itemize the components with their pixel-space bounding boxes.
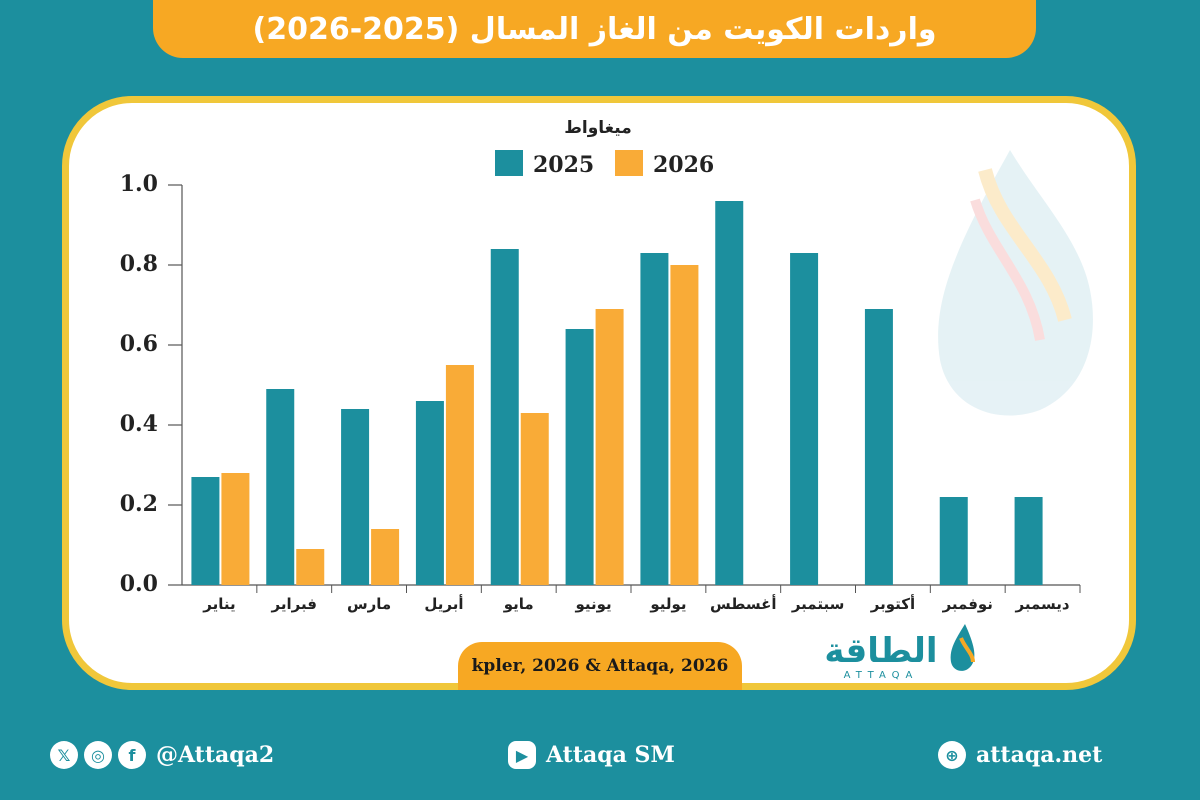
bar-2025-5 bbox=[490, 249, 519, 585]
x-tick-label: أغسطس bbox=[710, 594, 776, 613]
x-tick-label: نوفمبر bbox=[942, 595, 993, 613]
instagram-icon[interactable]: ◎ bbox=[84, 741, 112, 769]
footer-youtube: ▶ Attaqa SM bbox=[508, 730, 675, 780]
y-tick-label: 0.2 bbox=[120, 491, 158, 517]
chart-bars bbox=[191, 201, 1043, 585]
website-link[interactable]: attaqa.net bbox=[976, 742, 1103, 768]
x-tick-label: ديسمبر bbox=[1015, 595, 1070, 613]
youtube-channel[interactable]: Attaqa SM bbox=[546, 742, 675, 768]
bar-2026-7 bbox=[670, 265, 699, 585]
y-tick-label: 0.8 bbox=[120, 251, 158, 277]
y-tick-label: 1.0 bbox=[120, 171, 158, 197]
bar-2025-12 bbox=[1014, 497, 1043, 585]
y-tick-label: 0.6 bbox=[120, 331, 158, 357]
x-tick-label: فبراير bbox=[271, 595, 317, 613]
y-tick-label: 0.0 bbox=[120, 571, 158, 597]
globe-icon[interactable]: ⊕ bbox=[938, 741, 966, 769]
chart-title: واردات الكويت من الغاز المسال (2025-2026… bbox=[252, 11, 937, 47]
brand-name-ar: الطاقة bbox=[824, 631, 937, 671]
y-tick-label: 0.4 bbox=[120, 411, 158, 437]
chart-labels: 0.0 0.2 0.4 0.6 0.8 1.0 ميغاواط يناير فبراير مارس… bbox=[120, 118, 1070, 613]
bar-2025-7 bbox=[640, 253, 669, 585]
x-tick-label: سبتمبر bbox=[791, 595, 845, 613]
bar-2025-1 bbox=[191, 477, 220, 585]
bar-2026-3 bbox=[371, 529, 400, 585]
bar-2026-1 bbox=[221, 473, 250, 585]
chart-legend: 2025 2026 bbox=[495, 150, 714, 178]
bar-2026-2 bbox=[296, 549, 325, 585]
chart-axes bbox=[168, 184, 1081, 593]
bar-2025-8 bbox=[715, 201, 744, 585]
y-axis-unit-label: ميغاواط bbox=[564, 118, 632, 138]
legend-label-2025: 2025 bbox=[533, 152, 594, 178]
bar-2025-9 bbox=[790, 253, 819, 585]
bar-2025-4 bbox=[415, 401, 444, 585]
x-tick-label: يناير bbox=[202, 595, 235, 613]
footer-social: 𝕏 ◎ f @Attaqa2 bbox=[50, 730, 274, 780]
bar-2025-11 bbox=[939, 497, 968, 585]
x-tick-label: مايو bbox=[503, 595, 534, 613]
bar-2025-6 bbox=[565, 329, 594, 585]
social-handle[interactable]: @Attaqa2 bbox=[156, 742, 275, 768]
x-icon[interactable]: 𝕏 bbox=[50, 741, 78, 769]
x-tick-label: مارس bbox=[347, 595, 391, 613]
bar-2026-6 bbox=[595, 309, 624, 585]
source-pill: kpler, 2026 & Attaqa, 2026 bbox=[458, 642, 742, 690]
footer: 𝕏 ◎ f @Attaqa2 ▶ Attaqa SM ⊕ attaqa.net bbox=[0, 730, 1200, 780]
brand-name-en: ATTAQA bbox=[844, 670, 919, 680]
x-tick-label: يوليو bbox=[649, 595, 686, 613]
youtube-icon[interactable]: ▶ bbox=[508, 741, 536, 769]
bar-2025-3 bbox=[341, 409, 370, 585]
footer-website: ⊕ attaqa.net bbox=[938, 730, 1102, 780]
x-tick-label: أكتوبر bbox=[870, 594, 915, 613]
legend-swatch-2025 bbox=[495, 150, 523, 176]
x-tick-label: يونيو bbox=[574, 595, 611, 613]
watermark-drop-icon bbox=[938, 150, 1093, 416]
x-tick-label: أبريل bbox=[424, 594, 463, 613]
legend-swatch-2026 bbox=[615, 150, 643, 176]
bar-2026-4 bbox=[445, 365, 474, 585]
legend-label-2026: 2026 bbox=[653, 152, 714, 178]
title-banner: واردات الكويت من الغاز المسال (2025-2026… bbox=[153, 0, 1036, 58]
bar-2026-5 bbox=[520, 413, 549, 585]
facebook-icon[interactable]: f bbox=[118, 741, 146, 769]
attaqa-logo: الطاقة ATTAQA bbox=[805, 618, 985, 681]
bar-2025-2 bbox=[266, 389, 295, 585]
bar-2025-10 bbox=[864, 309, 893, 585]
source-text: kpler, 2026 & Attaqa, 2026 bbox=[471, 656, 729, 676]
